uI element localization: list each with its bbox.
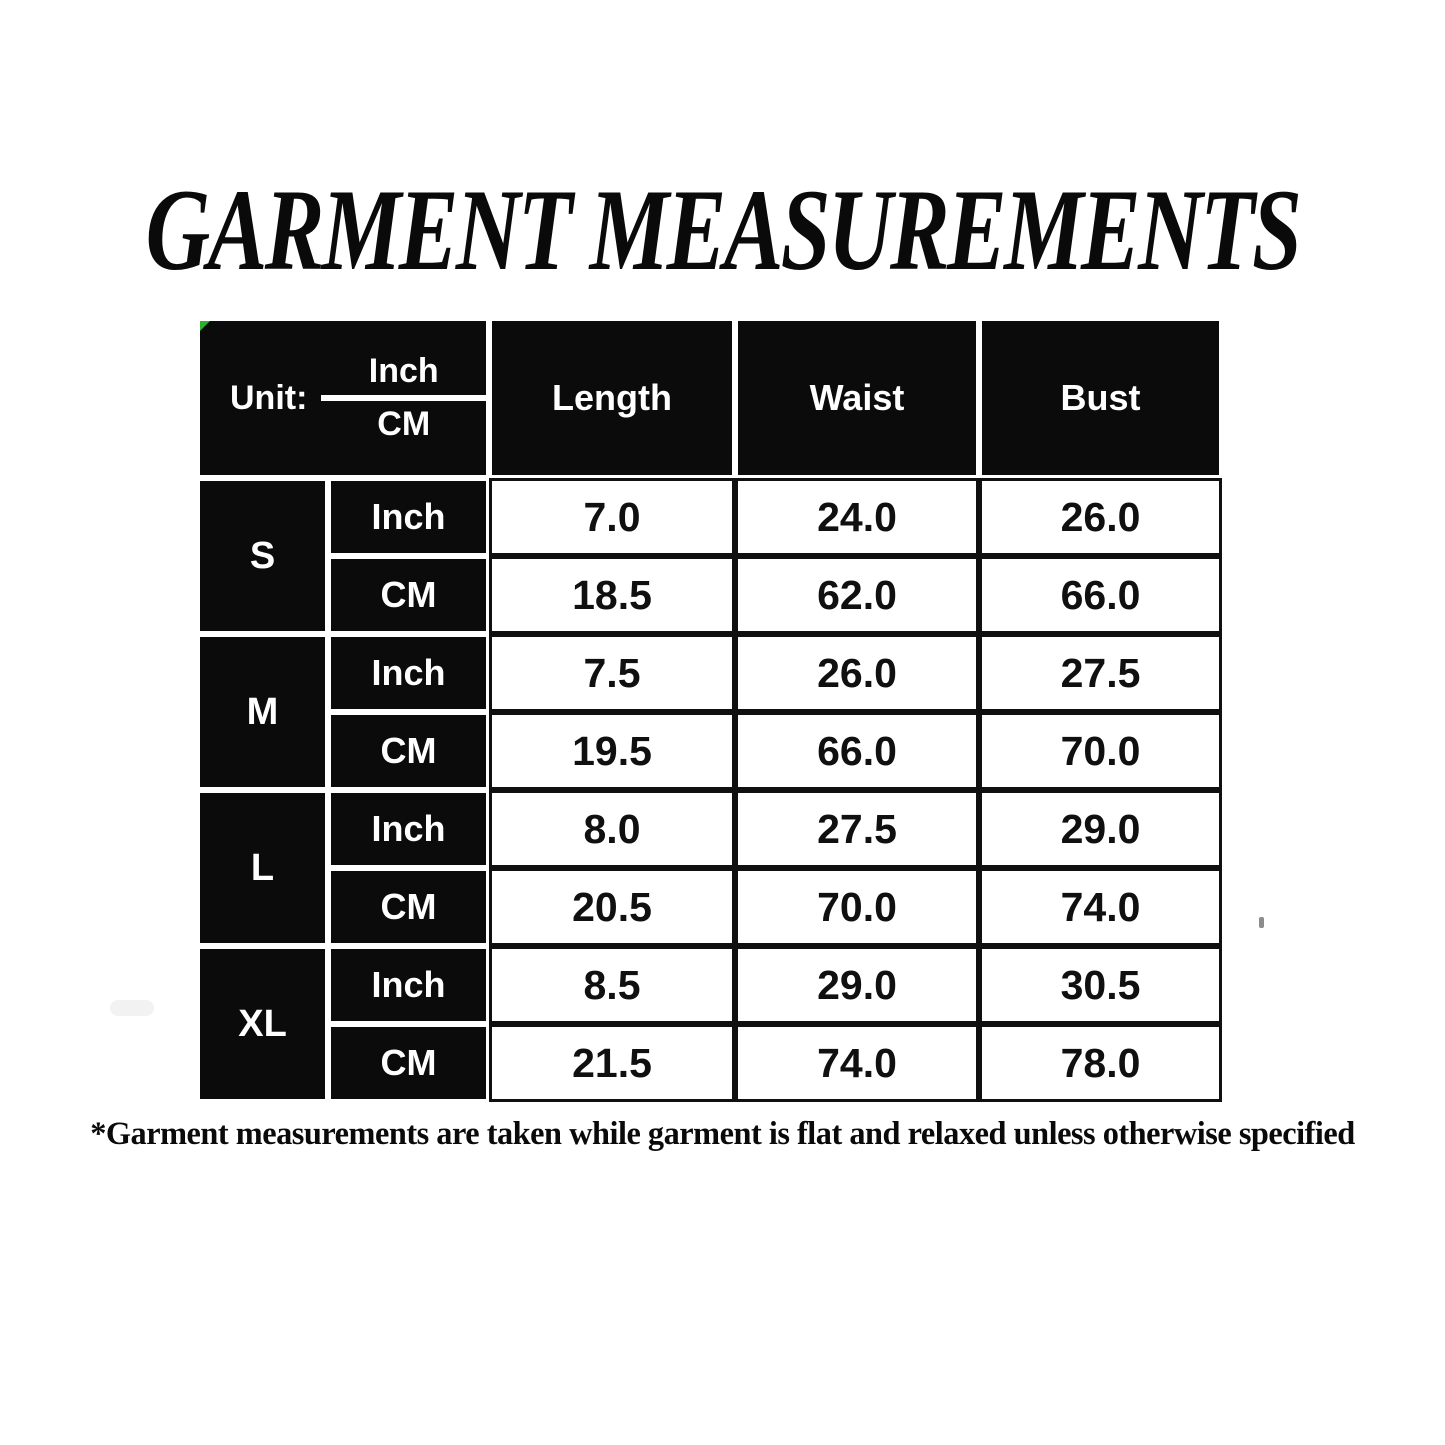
unit-label: Unit: [230,378,308,417]
value-cell: 8.5 [489,946,735,1024]
value-cell: 66.0 [735,712,979,790]
value-cell: 7.5 [489,634,735,712]
value-cell: 70.0 [735,868,979,946]
footnote: *Garment measurements are taken while ga… [90,1116,1355,1152]
unit-row-label: CM [328,1024,489,1102]
value-cell: 30.5 [979,946,1222,1024]
value-cell: 7.0 [489,478,735,556]
value-cell: 8.0 [489,790,735,868]
page-title: GARMENT MEASUREMENTS [145,166,1302,295]
value-cell: 26.0 [979,478,1222,556]
value-cell: 29.0 [735,946,979,1024]
faint-smudge-artifact [110,1000,154,1016]
unit-row-label: CM [328,868,489,946]
unit-row-label: Inch [328,634,489,712]
size-label-m: M [197,634,328,790]
unit-inch-label: Inch [321,352,486,401]
unit-header-cell: Unit: Inch CM [197,318,489,478]
value-cell: 66.0 [979,556,1222,634]
size-label-xl: XL [197,946,328,1102]
green-corner-artifact [200,321,210,331]
unit-row-label: Inch [328,790,489,868]
column-header-length: Length [489,318,735,478]
column-header-bust: Bust [979,318,1222,478]
value-cell: 29.0 [979,790,1222,868]
size-label-l: L [197,790,328,946]
value-cell: 19.5 [489,712,735,790]
measurements-table: Unit: Inch CM Length Waist Bust S Inch 7… [197,318,1222,1102]
value-cell: 78.0 [979,1024,1222,1102]
unit-row-label: CM [328,556,489,634]
value-cell: 21.5 [489,1024,735,1102]
value-cell: 27.5 [735,790,979,868]
value-cell: 70.0 [979,712,1222,790]
value-cell: 24.0 [735,478,979,556]
size-label-s: S [197,478,328,634]
unit-row-label: Inch [328,946,489,1024]
unit-cm-label: CM [377,405,431,443]
unit-row-label: CM [328,712,489,790]
value-cell: 27.5 [979,634,1222,712]
value-cell: 20.5 [489,868,735,946]
value-cell: 74.0 [735,1024,979,1102]
value-cell: 26.0 [735,634,979,712]
unit-row-label: Inch [328,478,489,556]
value-cell: 74.0 [979,868,1222,946]
value-cell: 18.5 [489,556,735,634]
unit-fraction: Inch CM [321,352,486,444]
value-cell: 62.0 [735,556,979,634]
column-header-waist: Waist [735,318,979,478]
stray-mark-artifact [1259,917,1264,928]
